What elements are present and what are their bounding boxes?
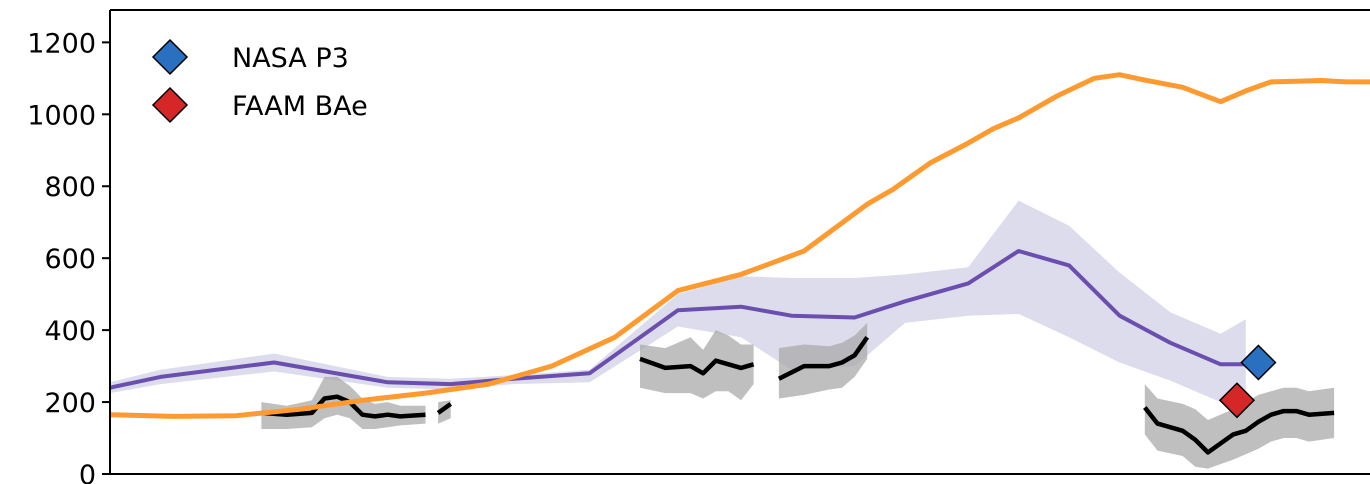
orange-series-line — [110, 72, 1370, 419]
legend-diamond-icon — [151, 86, 189, 124]
legend-diamond-icon — [151, 38, 189, 76]
y-tick-label: 800 — [44, 172, 96, 203]
black-segment-3 — [777, 336, 870, 381]
y-tick-label: 600 — [44, 244, 96, 275]
grey-band-3 — [778, 322, 868, 399]
grey-band-4 — [1144, 384, 1335, 469]
legend: NASA P3 FAAM BAe — [151, 38, 368, 124]
legend-label: FAAM BAe — [232, 91, 368, 122]
legend-label: NASA P3 — [232, 43, 349, 74]
black-segment-2 — [639, 356, 755, 376]
black-segment-4 — [1143, 406, 1335, 455]
black-segment-1 — [436, 402, 453, 415]
purple-series-line — [110, 249, 1246, 390]
y-tick-label: 1000 — [27, 100, 96, 131]
faam-bae-marker — [1218, 382, 1256, 419]
y-tick-label: 200 — [44, 388, 96, 419]
grey-band-2 — [640, 330, 754, 401]
nasa-p3-marker — [1240, 344, 1277, 381]
y-tick-label: 1200 — [27, 28, 96, 59]
purple-band — [110, 200, 1246, 403]
y-tick-label: 400 — [44, 316, 96, 347]
y-tick-label: 0 — [79, 460, 96, 484]
